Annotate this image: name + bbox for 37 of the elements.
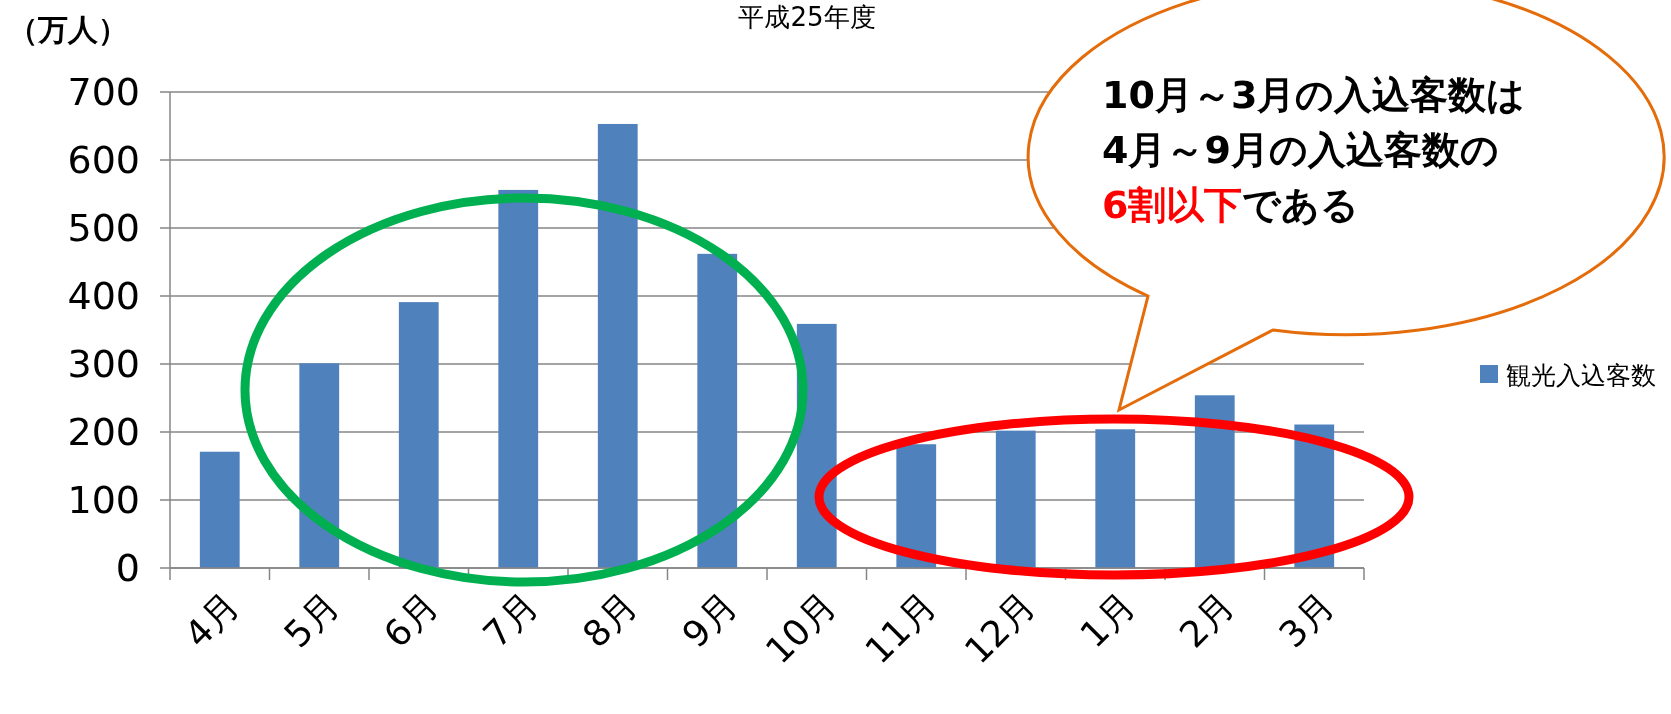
y-tick-label: 600 bbox=[67, 138, 140, 183]
y-tick-label: 0 bbox=[115, 546, 140, 591]
x-tick-label: 12月 bbox=[956, 584, 1044, 672]
y-tick-label: 300 bbox=[67, 342, 140, 387]
x-tick-label: 1月 bbox=[1072, 584, 1143, 656]
legend-label: 観光入込客数 bbox=[1506, 360, 1656, 390]
x-tick-label: 9月 bbox=[674, 584, 745, 656]
annotation: である bbox=[1242, 183, 1360, 227]
x-tick-label: 11月 bbox=[857, 584, 944, 672]
bar bbox=[199, 451, 240, 568]
x-tick-label: 3月 bbox=[1271, 584, 1342, 656]
y-tick-label: 500 bbox=[67, 206, 140, 251]
y-axis-title: （万人） bbox=[8, 12, 128, 47]
x-tick-label: 6月 bbox=[375, 584, 447, 656]
y-tick-label: 200 bbox=[67, 410, 140, 455]
bar bbox=[498, 189, 539, 568]
x-tick-label: 5月 bbox=[276, 584, 347, 656]
y-tick-label: 700 bbox=[67, 70, 140, 115]
x-tick-label: 7月 bbox=[475, 584, 546, 656]
bar bbox=[995, 430, 1036, 568]
x-tick-label: 4月 bbox=[176, 584, 248, 656]
bar bbox=[299, 363, 340, 568]
x-tick-label: 10月 bbox=[757, 584, 845, 672]
bar bbox=[398, 302, 439, 568]
bar bbox=[1095, 429, 1136, 568]
annotation: 4月～9月の入込客数の bbox=[1102, 128, 1499, 172]
y-tick-label: 400 bbox=[67, 274, 140, 319]
chart-title: 平成25年度 bbox=[738, 2, 876, 32]
annotation: 6割以下 bbox=[1102, 183, 1243, 227]
bar bbox=[597, 123, 638, 568]
bar bbox=[896, 444, 937, 568]
bar bbox=[697, 253, 738, 568]
y-tick-label: 100 bbox=[67, 478, 140, 523]
annotation: 10月～3月の入込客数は bbox=[1102, 73, 1526, 117]
x-tick-label: 2月 bbox=[1171, 584, 1243, 656]
bar bbox=[1194, 395, 1235, 568]
x-tick-label: 8月 bbox=[574, 584, 646, 656]
